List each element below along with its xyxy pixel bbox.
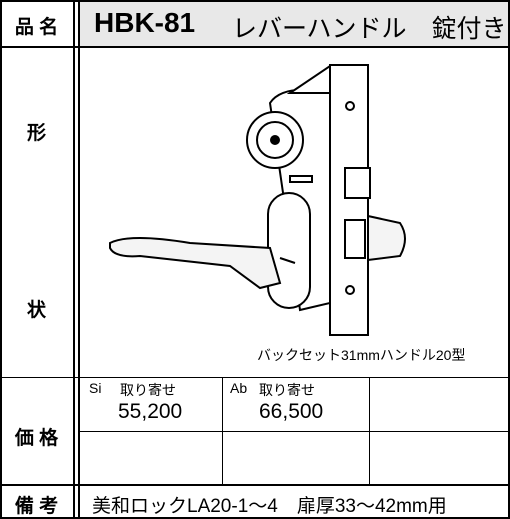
label: 状 [26, 300, 46, 321]
divider [78, 0, 80, 519]
label: 品 名 [14, 17, 59, 38]
model: HBK-81 [94, 7, 196, 38]
label: 形 [26, 123, 46, 144]
row-line [0, 484, 510, 486]
caption: バックセット31mmハンドル20型 [257, 347, 466, 363]
cell-line [222, 378, 223, 485]
row-line [0, 46, 510, 48]
label: 価 格 [14, 428, 59, 449]
product-name: レバーハンドル 錠付き [232, 15, 507, 43]
lock-illustration [109, 64, 406, 336]
remarks-text: 美和ロックLA20-1〜4 扉厚33〜42mm用 [92, 496, 447, 517]
cell-line [80, 431, 510, 432]
row-line [0, 377, 510, 378]
note: 取り寄せ [259, 382, 315, 398]
label: 備 考 [14, 496, 59, 517]
divider [73, 0, 75, 519]
finish: Si [89, 380, 102, 396]
finish: Ab [230, 380, 248, 396]
price: 66,500 [259, 400, 324, 423]
cell-line [369, 378, 370, 485]
price: 55,200 [118, 400, 183, 423]
note: 取り寄せ [120, 382, 176, 398]
header-bg [80, 2, 508, 46]
